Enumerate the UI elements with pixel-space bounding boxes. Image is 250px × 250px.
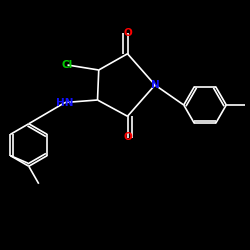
Text: HN: HN [56,98,74,108]
Text: Cl: Cl [62,60,73,70]
Text: N: N [150,80,160,90]
Text: O: O [123,28,132,38]
Text: O: O [123,132,132,142]
